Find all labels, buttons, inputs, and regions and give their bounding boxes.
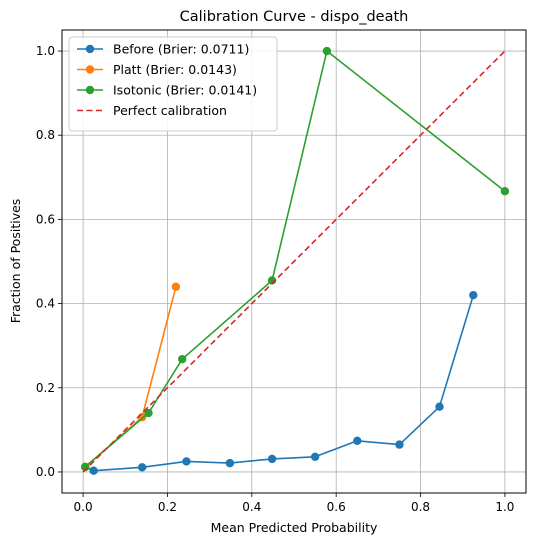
series-line-perfect [82, 50, 506, 473]
series-layer [81, 46, 510, 475]
data-point-isotonic [267, 276, 277, 285]
x-tick-label: 0.0 [74, 500, 93, 514]
chart-title: Calibration Curve - dispo_death [180, 9, 409, 25]
data-point-isotonic [500, 187, 510, 196]
legend-box [68, 36, 278, 132]
y-axis-label: Fraction of Positives [8, 199, 23, 324]
y-tick-label: 1.0 [36, 44, 55, 58]
data-point-isotonic [144, 408, 153, 418]
legend: Before (Brier: 0.0711) Platt (Brier: 0.01… [68, 36, 278, 132]
x-tick-label: 0.8 [411, 500, 430, 514]
data-point-before [310, 452, 320, 462]
legend-label-before: Before (Brier: 0.0711) [113, 42, 249, 57]
data-point-before [469, 290, 478, 300]
legend-label-perfect: Perfect calibration [113, 103, 227, 118]
x-tick-label: 1.0 [495, 500, 514, 514]
y-tick-label: 0.4 [36, 297, 55, 311]
y-tick-label: 0.6 [36, 212, 55, 226]
data-point-platt [171, 282, 181, 291]
data-point-before [395, 440, 404, 449]
data-point-before [225, 458, 235, 468]
data-point-before [267, 454, 277, 464]
legend-marker-platt [85, 65, 95, 74]
legend-marker-before [85, 44, 95, 54]
data-point-before [182, 457, 191, 466]
x-tick-label: 0.6 [327, 500, 346, 514]
legend-label-platt: Platt (Brier: 0.0143) [113, 62, 237, 77]
y-tick-label: 0.2 [36, 381, 55, 395]
data-point-isotonic [178, 354, 187, 364]
data-point-before [137, 463, 147, 472]
x-axis-label: Mean Predicted Probability [211, 520, 378, 535]
legend-label-isotonic: Isotonic (Brier: 0.0141) [113, 83, 257, 98]
x-tick-label: 0.4 [242, 500, 261, 514]
data-point-before [353, 436, 362, 446]
y-tick-label: 0.0 [36, 465, 55, 479]
data-point-before [89, 466, 98, 475]
y-tick-label: 0.8 [36, 128, 55, 142]
axis-ticks: 0.0 0.2 0.4 0.6 0.8 1.0 0.0 0.2 0.4 0.6 0.8 1.0 [36, 44, 515, 514]
plot-frame [61, 29, 527, 494]
x-tick-label: 0.2 [158, 500, 177, 514]
legend-marker-isotonic [85, 85, 95, 95]
data-point-isotonic [81, 462, 90, 472]
data-point-isotonic [322, 46, 332, 56]
series-line-isotonic [84, 50, 506, 468]
data-point-before [435, 402, 444, 411]
